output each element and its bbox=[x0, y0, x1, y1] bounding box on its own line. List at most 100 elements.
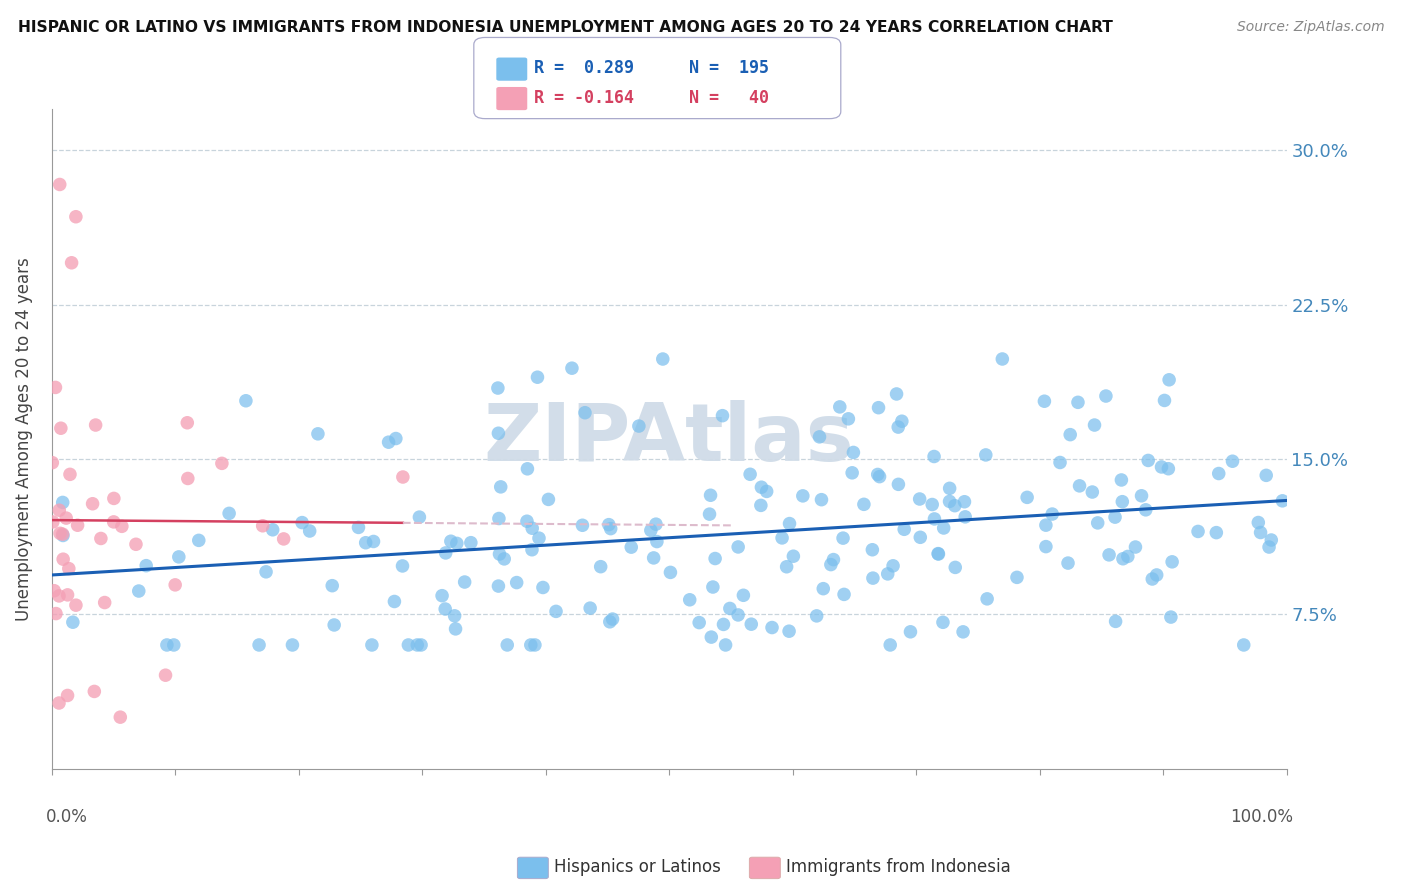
Text: N =  195: N = 195 bbox=[689, 59, 769, 78]
Point bbox=[890, 414, 912, 428]
Point bbox=[391, 558, 413, 573]
Point bbox=[1005, 570, 1028, 584]
Point bbox=[1130, 489, 1153, 503]
Point bbox=[111, 519, 134, 533]
Point bbox=[321, 579, 343, 593]
Point bbox=[932, 615, 955, 630]
Point bbox=[252, 518, 274, 533]
Point bbox=[924, 512, 946, 526]
Point bbox=[860, 542, 883, 557]
Point bbox=[823, 552, 845, 566]
Point bbox=[125, 537, 148, 551]
Point bbox=[852, 497, 875, 511]
Point bbox=[486, 426, 509, 441]
Point bbox=[45, 607, 67, 621]
Point bbox=[281, 638, 304, 652]
Point bbox=[640, 524, 662, 538]
Point bbox=[1125, 540, 1147, 554]
Point bbox=[953, 509, 976, 524]
Point bbox=[943, 499, 966, 513]
Point bbox=[869, 469, 891, 483]
Point bbox=[782, 549, 804, 564]
Point bbox=[211, 456, 233, 470]
Point bbox=[177, 471, 200, 485]
Point bbox=[761, 621, 783, 635]
Point bbox=[842, 445, 865, 459]
Point bbox=[1111, 473, 1133, 487]
Point bbox=[1258, 540, 1281, 554]
Point bbox=[866, 467, 889, 482]
Point bbox=[531, 581, 554, 595]
Point bbox=[1083, 418, 1105, 433]
Point bbox=[775, 559, 797, 574]
Point bbox=[832, 531, 855, 545]
Point bbox=[862, 571, 884, 585]
Point bbox=[440, 534, 463, 549]
Point bbox=[1233, 638, 1256, 652]
Point bbox=[235, 393, 257, 408]
Point bbox=[1142, 572, 1164, 586]
Point bbox=[828, 400, 851, 414]
Point bbox=[82, 497, 104, 511]
Point bbox=[927, 547, 949, 561]
Point bbox=[49, 526, 72, 541]
Point bbox=[176, 416, 198, 430]
Point bbox=[1187, 524, 1209, 539]
Text: Immigrants from Indonesia: Immigrants from Indonesia bbox=[786, 858, 1011, 876]
Point bbox=[599, 615, 621, 629]
Point bbox=[430, 589, 453, 603]
Point bbox=[813, 582, 835, 596]
Point bbox=[932, 521, 955, 535]
Point bbox=[66, 518, 89, 533]
Point bbox=[832, 587, 855, 601]
Point bbox=[347, 520, 370, 534]
Point bbox=[1208, 467, 1230, 481]
Point bbox=[627, 419, 650, 434]
Point bbox=[602, 612, 624, 626]
Point bbox=[527, 531, 550, 545]
Point bbox=[837, 412, 859, 426]
Point bbox=[1160, 610, 1182, 624]
Point bbox=[900, 624, 922, 639]
Point bbox=[103, 515, 125, 529]
Y-axis label: Unemployment Among Ages 20 to 24 years: Unemployment Among Ages 20 to 24 years bbox=[15, 257, 32, 621]
Point bbox=[1137, 453, 1160, 467]
Point bbox=[488, 579, 510, 593]
Point bbox=[1222, 454, 1244, 468]
Point bbox=[526, 370, 548, 384]
Point bbox=[704, 551, 727, 566]
Point bbox=[879, 638, 901, 652]
Point bbox=[1035, 540, 1057, 554]
Point bbox=[1111, 494, 1133, 508]
Point bbox=[976, 591, 998, 606]
Point bbox=[363, 534, 385, 549]
Point bbox=[679, 592, 702, 607]
Point bbox=[908, 491, 931, 506]
Point bbox=[599, 522, 621, 536]
Point bbox=[496, 638, 519, 652]
Point bbox=[561, 361, 583, 376]
Point bbox=[751, 480, 773, 494]
Point bbox=[1150, 460, 1173, 475]
Point bbox=[711, 409, 734, 423]
Point bbox=[218, 507, 240, 521]
Point bbox=[688, 615, 710, 630]
Point bbox=[254, 565, 277, 579]
Point bbox=[1256, 468, 1278, 483]
Point bbox=[770, 531, 793, 545]
Text: ZIPAtlas: ZIPAtlas bbox=[484, 400, 855, 478]
Point bbox=[882, 558, 904, 573]
Point bbox=[55, 511, 77, 525]
Point bbox=[187, 533, 209, 548]
Point bbox=[1033, 394, 1056, 409]
Point bbox=[58, 561, 80, 575]
Point bbox=[927, 547, 949, 561]
Point bbox=[1067, 395, 1090, 409]
Point bbox=[48, 589, 70, 603]
Point bbox=[486, 381, 509, 395]
Point bbox=[699, 488, 721, 502]
Point bbox=[1247, 516, 1270, 530]
Point bbox=[868, 401, 890, 415]
Point bbox=[702, 580, 724, 594]
Point bbox=[645, 517, 668, 532]
